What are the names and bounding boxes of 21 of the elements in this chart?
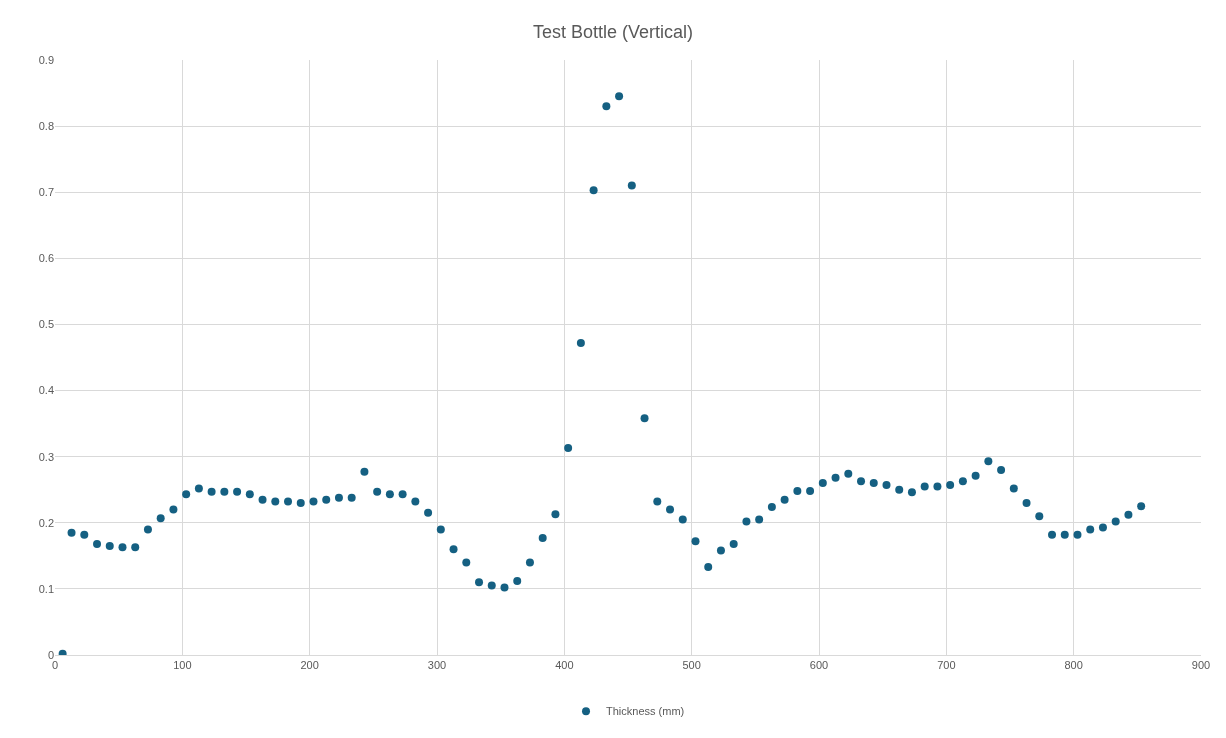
x-tick-label: 100: [173, 659, 192, 672]
x-tick-label: 300: [427, 659, 447, 672]
y-tick-label: 0.1: [38, 582, 54, 595]
x-tick-label: 800: [1064, 659, 1083, 672]
y-tick-label: 0.7: [38, 186, 54, 199]
x-tick-label: 500: [682, 659, 701, 672]
x-tick-label: 400: [555, 659, 574, 672]
y-tick-label: 0.6: [38, 252, 54, 265]
x-tick-label: 700: [937, 659, 956, 672]
y-tick-label: 0: [47, 648, 54, 661]
x-tick-label: 900: [1191, 659, 1211, 672]
y-tick-label: 0.4: [38, 384, 54, 397]
y-tick-label: 0.3: [38, 450, 54, 463]
y-tick-label: 0.9: [38, 53, 54, 66]
chart-title: Test Bottle (Vertical): [532, 22, 694, 43]
x-tick-label: 200: [300, 659, 319, 672]
legend-label: Thickness (mm): [606, 705, 685, 718]
y-tick-label: 0.2: [38, 516, 54, 529]
y-tick-label: 0.5: [38, 318, 54, 331]
x-tick-label: 600: [809, 659, 829, 672]
y-tick-label: 0.8: [38, 119, 54, 132]
